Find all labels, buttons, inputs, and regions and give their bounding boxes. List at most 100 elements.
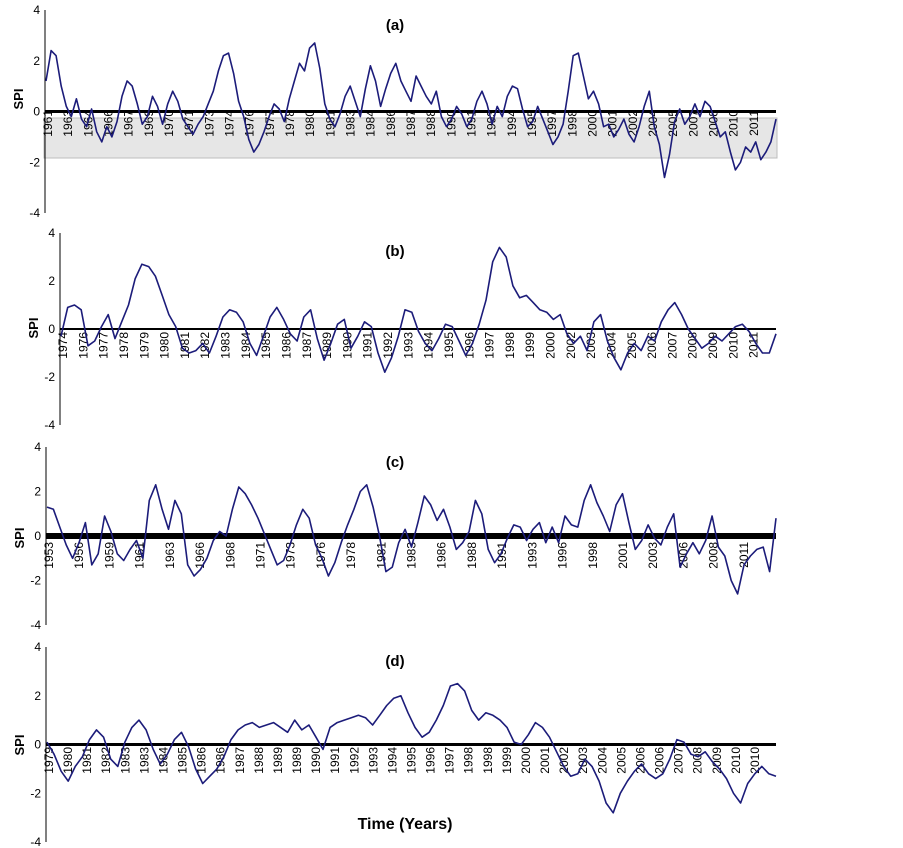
- x-tick-label: 1974: [56, 332, 70, 359]
- y-tick-label: 2: [34, 689, 41, 703]
- x-tick-label: 1973: [202, 110, 216, 137]
- x-tick-label: 1988: [252, 747, 266, 774]
- y-axis-title: SPI: [26, 318, 41, 339]
- x-tick-label: 1968: [223, 542, 237, 569]
- x-tick-label: 1989: [320, 332, 334, 359]
- x-tick-label: 1956: [72, 542, 86, 569]
- x-tick-label: 1970: [162, 110, 176, 137]
- x-tick-label: 1980: [158, 332, 172, 359]
- x-tick-label: 2003: [576, 747, 590, 774]
- x-tick-label: 2009: [710, 747, 724, 774]
- x-tick-label: 1984: [364, 110, 378, 137]
- x-tick-label: 1961: [41, 110, 55, 137]
- x-tick-label: 2002: [626, 110, 640, 137]
- y-tick-label: 2: [34, 485, 41, 499]
- y-axis-title: SPI: [12, 528, 27, 549]
- y-axis-title: SPI: [11, 89, 26, 110]
- panel-title: (b): [385, 243, 404, 260]
- x-tick-label: 1997: [545, 110, 559, 137]
- y-tick-label: -2: [44, 370, 55, 384]
- x-tick-label: 1993: [525, 542, 539, 569]
- x-tick-label: 1977: [263, 110, 277, 137]
- y-tick-label: -4: [29, 206, 40, 220]
- x-tick-label: 2008: [707, 110, 721, 137]
- x-tick-label: 1978: [283, 110, 297, 137]
- x-tick-label: 1983: [137, 747, 151, 774]
- x-tick-label: 1974: [223, 110, 237, 137]
- x-tick-label: 1987: [404, 110, 418, 137]
- y-tick-label: -4: [30, 835, 41, 848]
- x-tick-label: 1978: [117, 332, 131, 359]
- x-tick-label: 1998: [586, 542, 600, 569]
- x-tick-label: 1990: [444, 110, 458, 137]
- x-tick-label: 1986: [279, 332, 293, 359]
- x-tick-label: 1998: [503, 332, 517, 359]
- x-tick-label: 1996: [424, 747, 438, 774]
- x-tick-label: 1977: [97, 332, 111, 359]
- x-tick-label: 2008: [686, 332, 700, 359]
- y-tick-label: -4: [30, 618, 41, 632]
- x-tick-label: 1980: [303, 110, 317, 137]
- x-tick-label: 2003: [584, 332, 598, 359]
- x-tick-label: 2009: [706, 332, 720, 359]
- x-tick-label: 2002: [564, 332, 578, 359]
- x-tick-label: 1991: [361, 332, 375, 359]
- x-tick-label: 1998: [462, 747, 476, 774]
- spi-series-line: [46, 682, 777, 814]
- panel-title: (d): [385, 653, 404, 670]
- x-tick-label: 1997: [443, 747, 457, 774]
- x-tick-label: 1987: [233, 747, 247, 774]
- y-tick-label: 0: [34, 738, 41, 752]
- x-tick-label: 1979: [137, 332, 151, 359]
- x-tick-label: 1971: [253, 542, 267, 569]
- y-tick-label: -2: [30, 574, 41, 588]
- x-tick-label: 1998: [481, 747, 495, 774]
- x-tick-label: 1993: [366, 747, 380, 774]
- x-tick-label: 1996: [556, 542, 570, 569]
- y-tick-label: -4: [44, 418, 55, 432]
- spi-series-line: [60, 246, 777, 373]
- x-tick-label: 1991: [328, 747, 342, 774]
- x-tick-label: 1984: [239, 332, 253, 359]
- x-tick-label: 2000: [544, 332, 558, 359]
- x-tick-label: 1986: [435, 542, 449, 569]
- x-tick-label: 1988: [424, 110, 438, 137]
- y-tick-label: 0: [34, 529, 41, 543]
- panel-title: (c): [386, 454, 404, 471]
- x-tick-label: 1981: [323, 110, 337, 137]
- x-tick-label: 1990: [309, 747, 323, 774]
- x-tick-label: 1994: [505, 110, 519, 137]
- x-tick-label: 2001: [538, 747, 552, 774]
- y-tick-label: 0: [33, 105, 40, 119]
- x-tick-label: 1981: [178, 332, 192, 359]
- x-tick-label: 1989: [271, 747, 285, 774]
- y-tick-label: -2: [30, 786, 41, 800]
- x-tick-label: 2006: [653, 747, 667, 774]
- x-tick-label: 1981: [80, 747, 94, 774]
- x-tick-label: 1985: [176, 747, 190, 774]
- x-tick-label: 1969: [142, 110, 156, 137]
- x-tick-label: 2000: [586, 110, 600, 137]
- x-tick-label: 1991: [495, 542, 509, 569]
- x-tick-label: 2008: [691, 747, 705, 774]
- x-tick-label: 1982: [99, 747, 113, 774]
- x-tick-label: 1953: [42, 542, 56, 569]
- y-tick-label: 4: [34, 440, 41, 454]
- x-tick-label: 2000: [519, 747, 533, 774]
- x-tick-label: 1991: [465, 110, 479, 137]
- panel-c: 4 2 0 -2 -4 SPI (c) 1953 1956 1959 1961 1963 1966 196…: [12, 440, 777, 632]
- y-tick-label: 4: [48, 226, 55, 240]
- x-tick-label: 1979: [42, 747, 56, 774]
- x-tick-label: 1973: [284, 542, 298, 569]
- x-tick-label: 2010: [748, 747, 762, 774]
- x-tick-label: 2011: [747, 110, 761, 136]
- x-tick-label: 1961: [133, 542, 147, 569]
- spi-series-line: [46, 484, 777, 595]
- x-tick-label: 1988: [465, 542, 479, 569]
- x-tick-label: 1967: [122, 110, 136, 137]
- x-tick-label: 1963: [163, 542, 177, 569]
- x-tick-label: 1963: [61, 110, 75, 137]
